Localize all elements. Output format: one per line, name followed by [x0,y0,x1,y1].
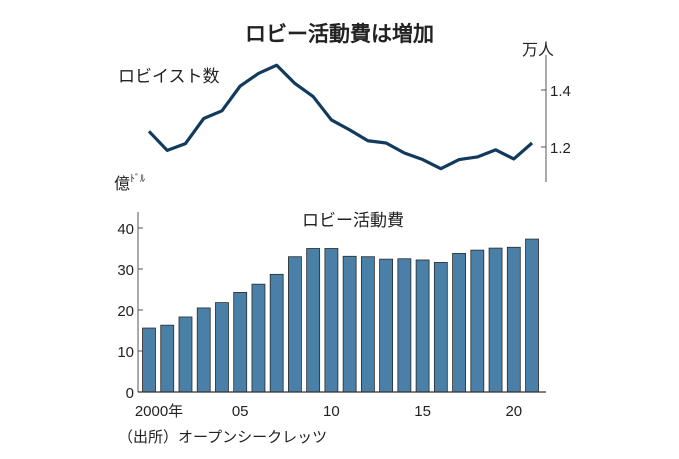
line-series-label: ロビイスト数 [118,67,220,87]
bar-2015 [415,259,430,393]
line-y-tick-label: 1.2 [550,140,571,157]
source-note: （出所）オープンシークレッツ [118,428,328,446]
bar-x-tick-label: 20 [505,403,522,420]
line-y-tick-label: 1.4 [550,83,571,100]
bar-x-tick-label: 10 [323,403,340,420]
bar-2012 [360,256,375,393]
bar-y-tick-label: 10 [117,344,134,361]
bar-2016 [433,262,448,393]
chart-title: ロビー活動費は増加 [245,22,434,46]
bar-x-tick-label: 15 [414,403,431,420]
bar-2014 [397,258,412,393]
bar-unit-label: 億ﾄﾞﾙ [114,170,145,194]
bar-2004 [215,302,229,393]
bar-2011 [342,255,357,393]
bar-2008 [288,256,302,393]
bar-2003 [196,307,211,393]
bar-y-tick-label: 30 [117,262,134,279]
bar-2020 [506,246,521,393]
bar-2021 [525,238,539,393]
lobbyist-count-line [147,63,534,171]
bar-2017 [452,253,466,393]
bar-y-tick-label: 20 [117,303,134,320]
bar-x-tick-label: 2000年 [135,403,183,420]
bar-2010 [324,248,339,393]
bar-unit-sup: ﾄﾞﾙ [130,174,146,185]
bar-2005 [233,291,248,393]
bar-y-tick-label: 0 [126,385,134,402]
bar-2006 [251,283,266,393]
bar-2002 [178,316,193,393]
bar-2018 [470,249,485,393]
bar-2009 [306,248,321,393]
bar-series-label: ロビー活動費 [302,211,404,231]
bar-2007 [269,273,284,393]
line-unit-label: 万人 [522,40,555,59]
bar-unit-main: 億 [114,174,131,193]
bar-2000 [142,327,156,393]
bar-y-tick-label: 40 [117,221,134,238]
bar-2019 [488,247,503,393]
bar-x-tick-label: 05 [232,403,249,420]
bar-2013 [379,258,394,393]
bar-2001 [160,324,175,393]
